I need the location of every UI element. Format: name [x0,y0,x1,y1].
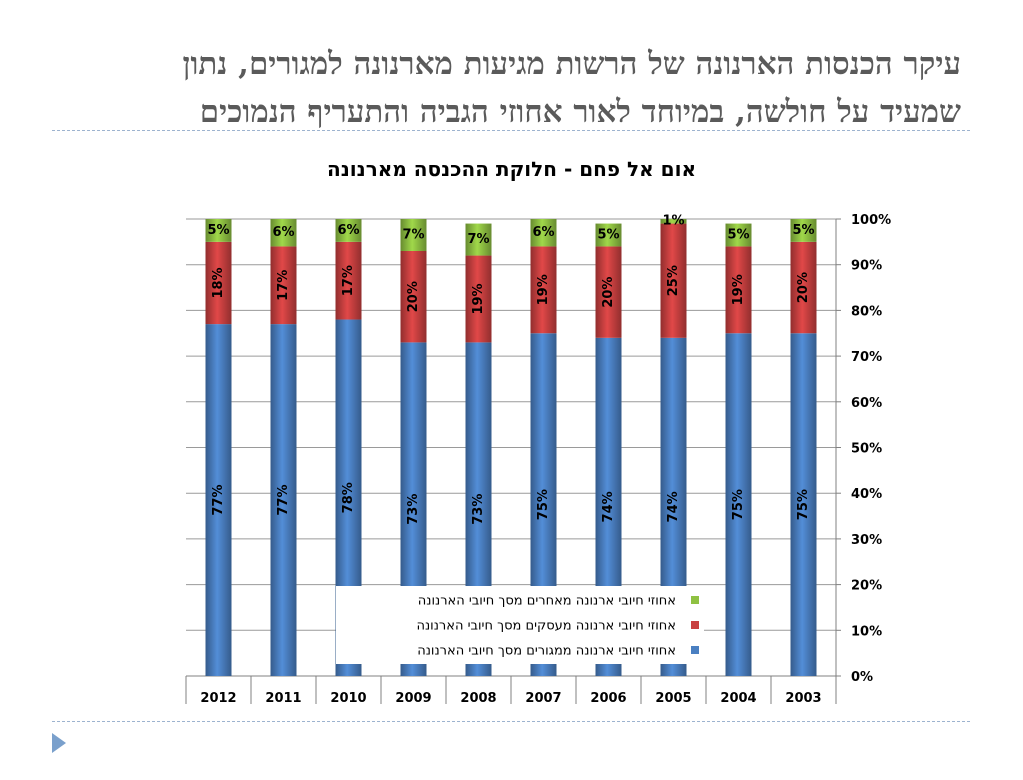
y-tick-label: 30% [851,533,882,548]
y-tick-label: 90% [851,259,882,274]
slide-title: עיקר הכנסות הארנונה של הרשות מגיעות מארנ… [61,40,961,136]
bar-segment [790,333,817,676]
footer-divider [52,721,970,722]
slide-bullet-icon [52,733,66,753]
bar-segment [335,219,362,242]
bar-segment [725,246,752,334]
data-label: 20% [796,272,811,303]
bar-segment [660,219,687,224]
bar-segment [725,333,752,676]
data-label: 1% [662,214,684,229]
x-tick-label: 2007 [525,691,561,706]
legend-label: אחוזי חיובי ארנונה מעסקים מסך חיובי הארנ… [416,619,676,634]
y-tick-label: 70% [851,350,882,365]
bar-segment [530,219,557,247]
data-label: 20% [601,277,616,308]
bar-segment [595,246,622,338]
data-label: 77% [276,484,291,515]
y-tick-label: 10% [851,624,882,639]
bar-segment [530,246,557,334]
bar-segment [205,241,232,325]
bar-segment [465,255,492,343]
legend-swatch [691,646,699,654]
data-label: 20% [406,281,421,312]
data-label: 18% [211,267,226,298]
slide-title-line-1: עיקר הכנסות הארנונה של הרשות מגיעות מארנ… [182,46,961,82]
bar-segment [790,241,817,334]
data-label: 17% [341,265,356,296]
data-label: 19% [471,283,486,314]
data-label: 5% [207,223,229,238]
data-label: 19% [731,274,746,305]
y-tick-label: 40% [851,487,882,502]
legend-swatch [691,596,699,604]
y-tick-label: 0% [851,670,873,685]
bar-segment [465,223,492,256]
bar-segment [270,324,297,676]
bar-segment [400,219,427,251]
x-tick-label: 2005 [655,691,691,706]
y-tick-label: 20% [851,579,882,594]
bar-segment [205,324,232,676]
data-label: 75% [731,489,746,520]
x-tick-label: 2011 [265,691,301,706]
data-label: 6% [272,225,294,240]
slide-title-line-2: שמעיד על חולשה, במיוחד לאור אחוזי הגביה … [199,94,961,130]
bar-segment [725,223,752,247]
data-label: 7% [402,227,424,242]
data-label: 74% [601,491,616,522]
chart-title: אום אל פחם - חלוקת ההכנסה מארנונה [326,157,696,181]
data-label: 5% [597,227,619,242]
data-label: 5% [727,227,749,242]
data-label: 74% [666,491,681,522]
bar-segment [270,246,297,325]
legend-swatch [691,621,699,629]
bar-segment [335,241,362,320]
bar-segment [595,223,622,247]
data-label: 78% [341,482,356,513]
title-divider [52,130,970,131]
bar-segment [400,250,427,343]
x-tick-label: 2004 [720,691,756,706]
data-label: 7% [467,232,489,247]
legend-box [336,586,704,664]
bar-segment [790,219,817,242]
x-tick-label: 2006 [590,691,626,706]
x-tick-label: 2010 [330,691,366,706]
data-label: 17% [276,270,291,301]
data-label: 6% [532,225,554,240]
data-label: 73% [471,494,486,525]
x-tick-label: 2003 [785,691,821,706]
x-tick-label: 2009 [395,691,431,706]
data-label: 75% [536,489,551,520]
data-label: 6% [337,223,359,238]
data-label: 5% [792,223,814,238]
x-tick-label: 2012 [200,691,236,706]
bar-segment [660,223,687,338]
data-label: 73% [406,494,421,525]
legend-label: אחוזי חיובי ארנונה מאחרים מסך חיובי הארנ… [418,594,676,609]
y-tick-label: 80% [851,304,882,319]
y-tick-label: 100% [851,213,891,228]
data-label: 25% [666,265,681,296]
y-tick-label: 60% [851,396,882,411]
bar-segment [270,219,297,247]
x-tick-label: 2008 [460,691,496,706]
data-label: 75% [796,489,811,520]
bar-segment [205,219,232,242]
data-label: 77% [211,484,226,515]
y-tick-label: 50% [851,442,882,457]
data-label: 19% [536,274,551,305]
legend-label: אחוזי חיובי ארנונה ממגורים מסך חיובי האר… [417,644,676,659]
